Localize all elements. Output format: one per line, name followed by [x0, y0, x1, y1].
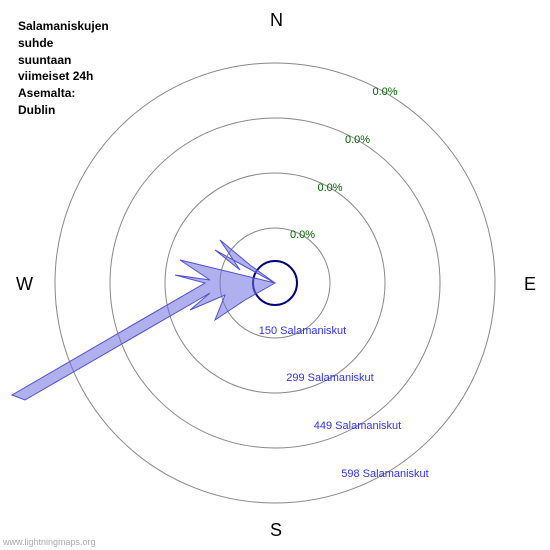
ring-pct-0: 0.0%	[290, 229, 315, 241]
polar-chart	[0, 0, 550, 550]
cardinal-N: N	[270, 10, 283, 31]
ring-pct-1: 0.0%	[317, 182, 342, 194]
ring-count-1: 299 Salamaniskut	[286, 372, 373, 384]
ring-pct-2: 0.0%	[345, 134, 370, 146]
footer-link[interactable]: www.lightningmaps.org	[3, 537, 96, 547]
ring-pct-3: 0.0%	[372, 86, 397, 98]
ring-count-2: 449 Salamaniskut	[314, 420, 401, 432]
ring-count-3: 598 Salamaniskut	[341, 468, 428, 480]
lightning-burst	[12, 240, 275, 400]
cardinal-E: E	[524, 274, 536, 295]
cardinal-W: W	[16, 274, 33, 295]
cardinal-S: S	[270, 520, 282, 541]
ring-count-0: 150 Salamaniskut	[259, 325, 346, 337]
